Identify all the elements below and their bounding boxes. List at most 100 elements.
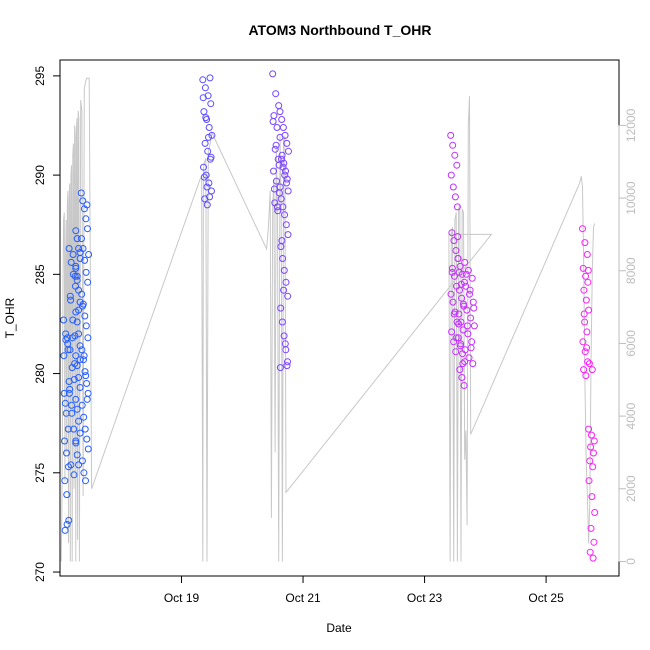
scatter-point — [60, 352, 68, 360]
scatter-point — [579, 225, 586, 233]
scatter-point — [72, 264, 80, 272]
scatter-point — [447, 131, 455, 139]
scatter-point — [278, 318, 286, 326]
scatter-point — [590, 449, 597, 457]
scatter-point — [61, 437, 68, 445]
scatter-point — [282, 221, 290, 229]
scatter-point — [66, 346, 74, 354]
scatter-point — [451, 272, 458, 280]
scatter-point — [284, 358, 291, 366]
scatter-point — [70, 376, 78, 383]
scatter-point — [587, 443, 595, 451]
scatter-point — [68, 409, 76, 417]
scatter-point — [449, 298, 457, 306]
scatter-point — [75, 461, 83, 469]
scatter-point — [447, 290, 455, 298]
scatter-point — [76, 342, 84, 350]
scatter-point — [199, 76, 207, 84]
scatter-point — [469, 360, 477, 368]
scatter-point — [65, 516, 73, 524]
scatter-point — [462, 270, 470, 278]
scatter-point — [269, 118, 277, 125]
scatter-point — [62, 336, 70, 344]
scatter-point — [75, 374, 83, 381]
scatter-point — [581, 239, 589, 247]
scatter-point — [84, 278, 92, 286]
scatter-point — [284, 187, 292, 195]
scatter-point — [269, 70, 277, 78]
scatter-point — [588, 493, 596, 501]
scatter-point — [83, 395, 91, 403]
scatter-point — [582, 296, 590, 304]
scatter-point — [448, 268, 456, 276]
scatter-point — [63, 520, 71, 528]
scatter-point — [283, 362, 291, 370]
scatter-point — [454, 233, 462, 241]
scatter-point — [72, 352, 80, 360]
scatter-point — [61, 526, 69, 534]
scatter-point — [580, 310, 588, 318]
scatter-point — [78, 290, 86, 298]
scatter-point — [283, 139, 291, 147]
scatter-point — [283, 175, 291, 183]
scatter-point — [274, 207, 282, 215]
scatter-point — [75, 417, 83, 425]
scatter-point — [589, 463, 597, 471]
scatter-point — [85, 251, 93, 258]
scatter-point — [455, 268, 463, 276]
scatter-point — [72, 395, 80, 403]
scatter-point — [278, 116, 286, 123]
scatter-point — [84, 334, 92, 342]
scatter-point — [82, 215, 90, 223]
scatter-point — [78, 401, 86, 409]
scatter-point — [64, 425, 72, 433]
scatter-point — [271, 145, 279, 153]
scatter-point — [280, 266, 288, 274]
scatter-point — [283, 179, 290, 187]
scatter-point — [84, 389, 92, 397]
scatter-point — [281, 211, 289, 219]
scatter-point — [591, 509, 599, 516]
scatter-point — [201, 84, 209, 92]
scatter-point — [464, 266, 472, 274]
scatter-point — [82, 268, 90, 276]
scatter-point — [465, 354, 473, 362]
scatter-point — [273, 124, 281, 131]
scatter-point — [459, 360, 467, 368]
scatter-point — [448, 229, 456, 237]
scatter-point — [580, 366, 588, 374]
scatter-point — [582, 272, 590, 280]
scatter-point — [463, 306, 471, 314]
x-tick-label: Oct 23 — [407, 591, 443, 605]
scatter-point — [76, 356, 84, 364]
scatter-point — [466, 286, 474, 294]
scatter-point — [585, 425, 593, 433]
scatter-point — [81, 368, 89, 376]
scatter-point — [81, 256, 89, 264]
scatter-point — [78, 457, 86, 465]
scatter-point — [60, 389, 68, 397]
scatter-point — [470, 322, 478, 330]
scatter-point — [83, 201, 91, 209]
y-tick-label: 290 — [33, 165, 47, 185]
scatter-point — [80, 356, 87, 364]
scatter-point — [202, 171, 210, 179]
scatter-point — [458, 374, 466, 381]
scatter-point — [77, 189, 85, 197]
scatter-point — [201, 139, 209, 147]
scatter-point — [583, 251, 591, 258]
scatter-point — [277, 304, 285, 312]
scatter-point — [452, 334, 460, 342]
y-tick-label: 285 — [33, 264, 47, 284]
scatter-point — [203, 183, 211, 191]
scatter-point — [270, 112, 278, 120]
scatter-point — [452, 247, 460, 254]
scatter-point — [588, 366, 596, 374]
scatter-point — [75, 306, 83, 314]
scatter-point — [200, 173, 208, 181]
scatter-point — [84, 445, 92, 453]
scatter-point — [449, 141, 457, 149]
scatter-point — [452, 348, 460, 356]
scatter-point — [203, 201, 211, 209]
scatter-point — [69, 270, 77, 278]
